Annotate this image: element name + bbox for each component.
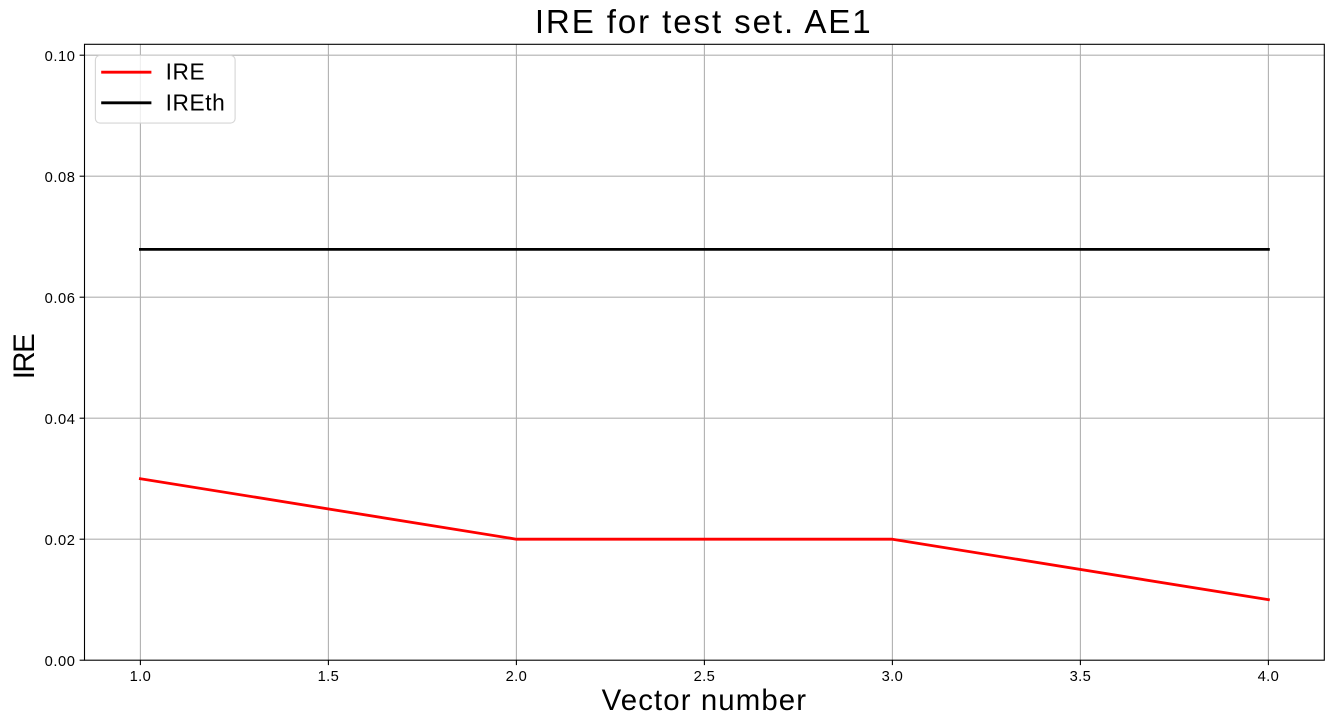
- svg-text:0.02: 0.02: [45, 533, 76, 549]
- svg-text:IREth: IREth: [166, 90, 226, 116]
- svg-text:1.5: 1.5: [318, 669, 339, 685]
- svg-text:0.04: 0.04: [45, 412, 76, 428]
- svg-text:4.0: 4.0: [1258, 669, 1279, 685]
- svg-text:Vector number: Vector number: [602, 684, 807, 717]
- svg-text:IRE: IRE: [166, 58, 206, 84]
- svg-text:3.0: 3.0: [882, 669, 903, 685]
- svg-text:3.5: 3.5: [1070, 669, 1091, 685]
- svg-text:IRE: IRE: [8, 334, 41, 379]
- svg-text:0.00: 0.00: [45, 654, 76, 670]
- svg-text:0.10: 0.10: [45, 49, 76, 65]
- svg-text:0.06: 0.06: [45, 291, 76, 307]
- svg-text:0.08: 0.08: [45, 170, 76, 186]
- svg-text:2.0: 2.0: [506, 669, 527, 685]
- svg-text:IRE for test set. AE1: IRE for test set. AE1: [535, 4, 873, 41]
- svg-text:2.5: 2.5: [694, 669, 715, 685]
- svg-text:1.0: 1.0: [130, 669, 151, 685]
